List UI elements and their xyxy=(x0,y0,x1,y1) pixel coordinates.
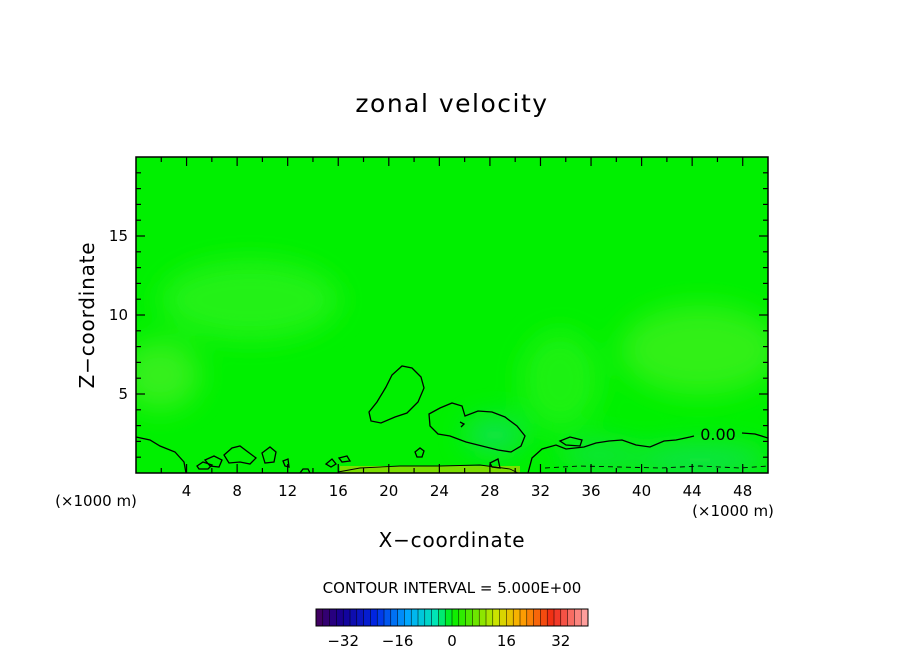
colorbar-cell xyxy=(492,609,500,626)
x-tick-label: 16 xyxy=(329,482,348,500)
velocity-field xyxy=(136,157,768,473)
colorbar-cell xyxy=(486,609,494,626)
colorbar-cell xyxy=(384,609,392,626)
field-patch-negative-2 xyxy=(630,444,768,473)
colorbar-cell xyxy=(431,609,439,626)
colorbar-cell xyxy=(350,609,358,626)
field-patch-left xyxy=(136,340,200,410)
contour-bubble-small xyxy=(414,447,425,458)
contour-island-8 xyxy=(337,455,352,463)
x-tick-label: 32 xyxy=(531,482,550,500)
colorbar-cell xyxy=(560,609,568,626)
x-tick-label: 8 xyxy=(232,482,242,500)
colorbar-cell xyxy=(458,609,466,626)
contour-positive xyxy=(337,464,519,473)
colorbar-cell xyxy=(465,609,473,626)
contour-island-7 xyxy=(324,458,337,468)
contour-label: 0.00 xyxy=(700,425,736,444)
colorbar-cell xyxy=(404,609,412,626)
colorbar-tick-label: 32 xyxy=(551,632,570,650)
x-tick-label: 4 xyxy=(182,482,192,500)
colorbar-cell xyxy=(343,609,351,626)
colorbar-cell xyxy=(506,609,514,626)
contour-island-4 xyxy=(261,446,277,464)
colorbar-cell xyxy=(554,609,562,626)
x-tick-label: 24 xyxy=(430,482,449,500)
colorbar-cell xyxy=(377,609,385,626)
field-patch-right xyxy=(620,305,768,395)
colorbar-cell xyxy=(438,609,446,626)
contour-bottom-right-tail xyxy=(741,432,768,439)
colorbar-cell xyxy=(581,609,589,626)
colorbar-tick-label: −16 xyxy=(382,632,414,650)
colorbar-cell xyxy=(424,609,432,626)
colorbar-tick-label: 0 xyxy=(447,632,457,650)
colorbar-cell xyxy=(397,609,405,626)
colorbar-cell xyxy=(390,609,398,626)
contour-bubble-upper xyxy=(368,365,425,424)
x-tick-label: 20 xyxy=(379,482,398,500)
x-tick-label: 12 xyxy=(278,482,297,500)
contour-interval-text: CONTOUR INTERVAL = 5.000E+00 xyxy=(323,579,582,597)
y-tick-label: 10 xyxy=(109,306,128,324)
x-tick-label: 36 xyxy=(581,482,600,500)
contour-island-2 xyxy=(203,455,223,468)
colorbar-cell xyxy=(329,609,337,626)
colorbar-cell xyxy=(499,609,507,626)
colorbar-cell xyxy=(370,609,378,626)
chart-title: zonal velocity xyxy=(355,89,548,118)
colorbar-tick-label: −32 xyxy=(327,632,359,650)
colorbar-cell xyxy=(547,609,555,626)
colorbar-cell xyxy=(567,609,575,626)
colorbar-cell xyxy=(479,609,487,626)
field-patch-center xyxy=(520,330,600,430)
colorbar-cell xyxy=(513,609,521,626)
contour-island-3 xyxy=(223,445,257,465)
contour-lines xyxy=(136,365,768,473)
colorbar-cell xyxy=(540,609,548,626)
colorbar-cell xyxy=(574,609,582,626)
x-units-left: (×1000 m) xyxy=(55,492,137,510)
colorbar-cell xyxy=(526,609,534,626)
colorbar-cell xyxy=(322,609,330,626)
y-axis-title: Z−coordinate xyxy=(75,242,99,389)
y-axis: 5 10 15 xyxy=(109,172,768,458)
x-tick-label: 48 xyxy=(733,482,752,500)
contour-island-6 xyxy=(299,468,311,473)
x-axis-title: X−coordinate xyxy=(379,528,526,552)
colorbar-tick-label: 16 xyxy=(497,632,516,650)
y-tick-label: 5 xyxy=(118,385,128,403)
contour-island-9 xyxy=(558,436,583,447)
contour-blob-mid xyxy=(428,402,526,453)
field-patch-upper-left xyxy=(160,260,340,340)
colorbar-cell xyxy=(452,609,460,626)
y-tick-label: 15 xyxy=(109,227,128,245)
colorbar-cell xyxy=(316,609,324,626)
contour-bottom-right xyxy=(527,435,695,473)
contour-bottom-left xyxy=(136,436,187,473)
colorbar-cell xyxy=(445,609,453,626)
colorbar-cell xyxy=(411,609,419,626)
colorbar-cell xyxy=(472,609,480,626)
contour-island-1 xyxy=(196,461,214,470)
field-patch-negative-1 xyxy=(465,417,525,453)
colorbar-cell xyxy=(533,609,541,626)
x-tick-label: 40 xyxy=(632,482,651,500)
contour-island-5 xyxy=(282,458,290,468)
x-tick-label: 44 xyxy=(683,482,702,500)
x-axis: 4 8 12 16 20 24 28 32 36 40 44 48 xyxy=(160,157,752,500)
x-tick-label: 28 xyxy=(480,482,499,500)
colorbar xyxy=(315,608,589,627)
contour-blob-mid-detail xyxy=(459,421,466,428)
field-positive-strip xyxy=(340,466,520,473)
colorbar-ticks: −32 −16 0 16 32 xyxy=(327,632,570,650)
colorbar-cell xyxy=(520,609,528,626)
colorbar-cell xyxy=(336,609,344,626)
colorbar-cell xyxy=(418,609,426,626)
colorbar-frame xyxy=(315,608,589,627)
colorbar-cell xyxy=(363,609,371,626)
colorbar-cell xyxy=(356,609,364,626)
x-units-right: (×1000 m) xyxy=(692,502,774,520)
